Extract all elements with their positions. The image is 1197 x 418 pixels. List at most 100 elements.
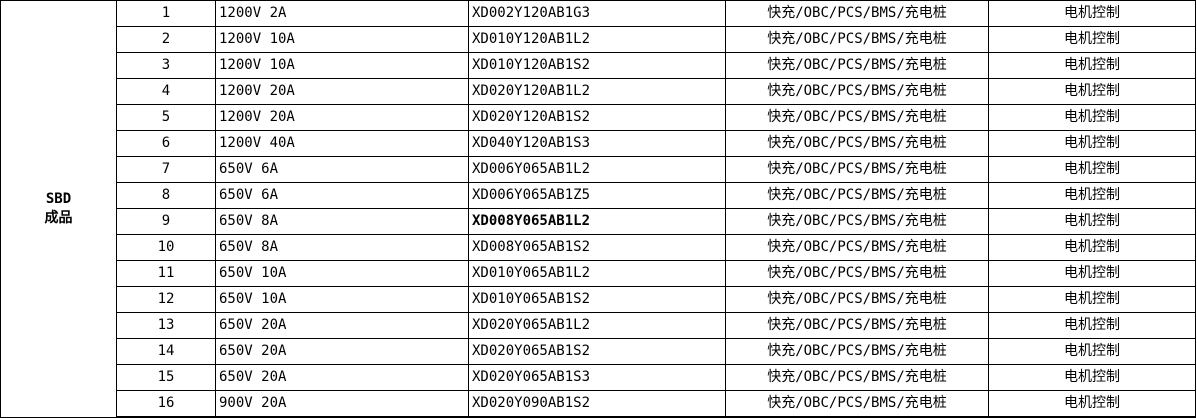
spec-cell: 650V 8A: [215, 234, 469, 261]
row-number-cell: 15: [116, 364, 216, 391]
group-label-line1: SBD: [45, 190, 72, 207]
part-number-cell: XD006Y065AB1L2: [468, 156, 726, 183]
table-row: 8 650V 6A XD006Y065AB1Z5 快充/OBC/PCS/BMS/充电桩…: [1, 182, 1196, 209]
table-row: 15 650V 20A XD020Y065AB1S3 快充/OBC/PCS/BMS/充…: [1, 364, 1196, 391]
table-row: 14 650V 20A XD020Y065AB1S2 快充/OBC/PCS/BMS/充…: [1, 338, 1196, 365]
control-cell: 电机控制: [988, 182, 1196, 209]
part-number-cell: XD020Y065AB1S2: [468, 338, 726, 365]
part-number-cell: XD008Y065AB1S2: [468, 234, 726, 261]
spec-cell: 650V 20A: [215, 364, 469, 391]
spec-cell: 650V 20A: [215, 338, 469, 365]
spec-cell: 1200V 10A: [215, 52, 469, 79]
control-cell: 电机控制: [988, 78, 1196, 105]
control-cell: 电机控制: [988, 156, 1196, 183]
part-number-cell: XD020Y065AB1S3: [468, 364, 726, 391]
application-cell: 快充/OBC/PCS/BMS/充电桩: [725, 26, 989, 53]
part-number-cell: XD010Y065AB1L2: [468, 260, 726, 287]
table-row: 12 650V 10A XD010Y065AB1S2 快充/OBC/PCS/BMS/充…: [1, 286, 1196, 313]
spec-cell: 1200V 10A: [215, 26, 469, 53]
table-row: 13 650V 20A XD020Y065AB1L2 快充/OBC/PCS/BMS/充…: [1, 312, 1196, 339]
part-number-cell: XD020Y090AB1S2: [468, 390, 726, 418]
part-number-cell: XD008Y065AB1L2: [468, 208, 726, 235]
control-cell: 电机控制: [988, 130, 1196, 157]
control-cell: 电机控制: [988, 364, 1196, 391]
group-label-cell: SBD 成品: [0, 0, 117, 418]
table-row: 10 650V 8A XD008Y065AB1S2 快充/OBC/PCS/BMS/充电…: [1, 234, 1196, 261]
spec-cell: 650V 8A: [215, 208, 469, 235]
part-number-cell: XD010Y065AB1S2: [468, 286, 726, 313]
application-cell: 快充/OBC/PCS/BMS/充电桩: [725, 338, 989, 365]
part-number-cell: XD020Y065AB1L2: [468, 312, 726, 339]
control-cell: 电机控制: [988, 208, 1196, 235]
control-cell: 电机控制: [988, 390, 1196, 418]
control-cell: 电机控制: [988, 104, 1196, 131]
spec-cell: 1200V 40A: [215, 130, 469, 157]
row-number-cell: 9: [116, 208, 216, 235]
row-number-cell: 10: [116, 234, 216, 261]
row-number-cell: 1: [116, 0, 216, 27]
application-cell: 快充/OBC/PCS/BMS/充电桩: [725, 234, 989, 261]
table-row: 2 1200V 10A XD010Y120AB1L2 快充/OBC/PCS/BMS/充…: [1, 26, 1196, 53]
control-cell: 电机控制: [988, 338, 1196, 365]
application-cell: 快充/OBC/PCS/BMS/充电桩: [725, 0, 989, 27]
part-number-cell: XD020Y120AB1L2: [468, 78, 726, 105]
spec-cell: 650V 20A: [215, 312, 469, 339]
spec-cell: 900V 20A: [215, 390, 469, 418]
table-row: 16 900V 20A XD020Y090AB1S2 快充/OBC/PCS/BMS/充…: [1, 390, 1196, 418]
spec-cell: 1200V 20A: [215, 104, 469, 131]
row-number-cell: 7: [116, 156, 216, 183]
table-row: 5 1200V 20A XD020Y120AB1S2 快充/OBC/PCS/BMS/充…: [1, 104, 1196, 131]
part-number-cell: XD020Y120AB1S2: [468, 104, 726, 131]
part-number-cell: XD040Y120AB1S3: [468, 130, 726, 157]
part-number-cell: XD006Y065AB1Z5: [468, 182, 726, 209]
table-row: 9 650V 8A XD008Y065AB1L2 快充/OBC/PCS/BMS/充电桩…: [1, 208, 1196, 235]
application-cell: 快充/OBC/PCS/BMS/充电桩: [725, 312, 989, 339]
table-row: 7 650V 6A XD006Y065AB1L2 快充/OBC/PCS/BMS/充电桩…: [1, 156, 1196, 183]
application-cell: 快充/OBC/PCS/BMS/充电桩: [725, 208, 989, 235]
row-number-cell: 3: [116, 52, 216, 79]
row-number-cell: 11: [116, 260, 216, 287]
part-number-cell: XD010Y120AB1L2: [468, 26, 726, 53]
application-cell: 快充/OBC/PCS/BMS/充电桩: [725, 78, 989, 105]
group-label-line2: 成品: [44, 209, 73, 226]
application-cell: 快充/OBC/PCS/BMS/充电桩: [725, 52, 989, 79]
row-number-cell: 8: [116, 182, 216, 209]
application-cell: 快充/OBC/PCS/BMS/充电桩: [725, 130, 989, 157]
control-cell: 电机控制: [988, 312, 1196, 339]
row-number-cell: 5: [116, 104, 216, 131]
spec-cell: 650V 10A: [215, 260, 469, 287]
row-number-cell: 13: [116, 312, 216, 339]
row-number-cell: 12: [116, 286, 216, 313]
control-cell: 电机控制: [988, 0, 1196, 27]
spec-cell: 650V 6A: [215, 156, 469, 183]
part-number-cell: XD010Y120AB1S2: [468, 52, 726, 79]
spec-cell: 1200V 2A: [215, 0, 469, 27]
control-cell: 电机控制: [988, 260, 1196, 287]
row-number-cell: 14: [116, 338, 216, 365]
table-row: 3 1200V 10A XD010Y120AB1S2 快充/OBC/PCS/BMS/充…: [1, 52, 1196, 79]
spec-cell: 650V 10A: [215, 286, 469, 313]
application-cell: 快充/OBC/PCS/BMS/充电桩: [725, 182, 989, 209]
row-number-cell: 2: [116, 26, 216, 53]
spec-cell: 1200V 20A: [215, 78, 469, 105]
table-row: 11 650V 10A XD010Y065AB1L2 快充/OBC/PCS/BMS/充…: [1, 260, 1196, 287]
application-cell: 快充/OBC/PCS/BMS/充电桩: [725, 364, 989, 391]
part-number-cell: XD002Y120AB1G3: [468, 0, 726, 27]
application-cell: 快充/OBC/PCS/BMS/充电桩: [725, 156, 989, 183]
control-cell: 电机控制: [988, 26, 1196, 53]
spec-cell: 650V 6A: [215, 182, 469, 209]
row-number-cell: 16: [116, 390, 216, 418]
table-row: 6 1200V 40A XD040Y120AB1S3 快充/OBC/PCS/BMS/充…: [1, 130, 1196, 157]
row-number-cell: 4: [116, 78, 216, 105]
application-cell: 快充/OBC/PCS/BMS/充电桩: [725, 390, 989, 418]
application-cell: 快充/OBC/PCS/BMS/充电桩: [725, 260, 989, 287]
application-cell: 快充/OBC/PCS/BMS/充电桩: [725, 104, 989, 131]
table-row: 4 1200V 20A XD020Y120AB1L2 快充/OBC/PCS/BMS/充…: [1, 78, 1196, 105]
row-number-cell: 6: [116, 130, 216, 157]
control-cell: 电机控制: [988, 234, 1196, 261]
application-cell: 快充/OBC/PCS/BMS/充电桩: [725, 286, 989, 313]
